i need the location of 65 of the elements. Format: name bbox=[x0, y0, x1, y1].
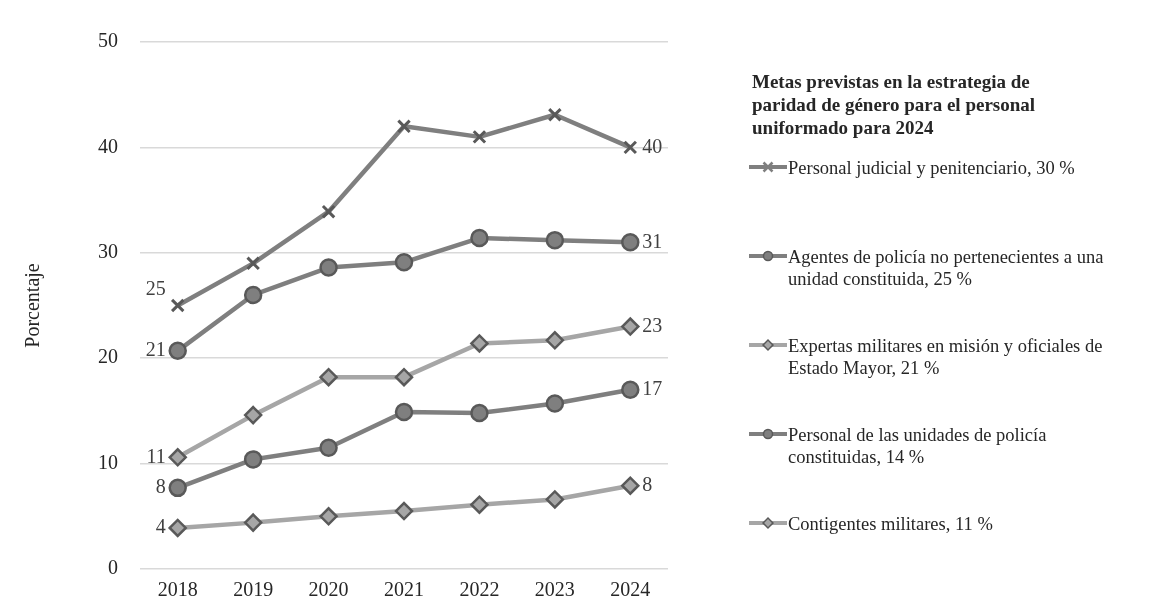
point bbox=[621, 380, 640, 400]
point bbox=[168, 478, 187, 498]
point bbox=[623, 140, 638, 155]
data-label: 21 bbox=[145, 338, 166, 361]
data-label: 8 bbox=[642, 472, 653, 495]
y-axis-title: Porcentaje bbox=[21, 263, 45, 348]
point bbox=[394, 253, 414, 272]
point bbox=[168, 341, 187, 361]
point bbox=[621, 476, 640, 495]
point bbox=[243, 450, 263, 469]
data-label: 8 bbox=[155, 475, 166, 498]
point bbox=[621, 317, 640, 336]
point bbox=[394, 367, 414, 387]
x-tick-label: 2019 bbox=[233, 578, 274, 601]
legend-label: Contigentes militares, 11 % bbox=[788, 513, 993, 535]
x-tick-label: 2018 bbox=[157, 578, 198, 601]
x-tick-label: 2021 bbox=[384, 578, 424, 601]
point bbox=[243, 285, 263, 305]
legend-label: Agentes de policía no pertenecientes a una unidad constituida, 25 % bbox=[788, 246, 1105, 290]
point bbox=[245, 256, 261, 271]
data-label: 4 bbox=[155, 515, 166, 538]
data-label: 11 bbox=[146, 444, 166, 467]
y-tick-label: 40 bbox=[98, 134, 118, 157]
x-tick-label: 2023 bbox=[534, 578, 575, 601]
y-tick-label: 30 bbox=[98, 240, 118, 263]
y-tick-label: 10 bbox=[98, 450, 118, 473]
point bbox=[319, 367, 338, 387]
data-label: 40 bbox=[642, 134, 663, 157]
point bbox=[168, 518, 187, 538]
point bbox=[470, 495, 489, 514]
y-tick-label: 20 bbox=[98, 345, 118, 368]
point bbox=[621, 233, 640, 252]
data-label: 31 bbox=[642, 229, 663, 252]
legend-label: Expertas militares en misión y oficiales de Estado Mayor, 21 % bbox=[788, 335, 1104, 379]
x-tick-label: 2020 bbox=[308, 578, 349, 601]
y-tick-label: 50 bbox=[98, 29, 118, 52]
point bbox=[547, 107, 563, 122]
point bbox=[396, 119, 412, 134]
point bbox=[170, 298, 185, 313]
point bbox=[394, 501, 414, 521]
point bbox=[168, 448, 187, 467]
legend-label: Personal judicial y penitenciario, 30 % bbox=[788, 157, 1075, 179]
point bbox=[545, 490, 565, 509]
data-label: 17 bbox=[642, 377, 663, 400]
point bbox=[319, 258, 338, 277]
legend-title: Metas previstas en la estrategia de paridad de género para el personal uniformado para 2024 bbox=[752, 70, 1037, 139]
point bbox=[319, 507, 338, 526]
data-label: 25 bbox=[145, 276, 166, 299]
point bbox=[243, 405, 263, 425]
point bbox=[394, 402, 414, 422]
point bbox=[243, 513, 263, 532]
x-tick-label: 2022 bbox=[459, 578, 500, 601]
legend-label: Personal de las unidades de policía constituidas, 14 % bbox=[788, 424, 1048, 468]
point bbox=[545, 331, 565, 350]
point bbox=[545, 230, 565, 250]
x-tick-label: 2024 bbox=[610, 578, 651, 601]
point bbox=[470, 334, 489, 353]
y-tick-label: 0 bbox=[108, 556, 118, 579]
point bbox=[545, 394, 565, 413]
point bbox=[319, 438, 338, 458]
data-label: 23 bbox=[642, 313, 663, 336]
point bbox=[470, 403, 489, 423]
point bbox=[470, 228, 489, 248]
point bbox=[472, 129, 487, 145]
point bbox=[321, 204, 336, 219]
